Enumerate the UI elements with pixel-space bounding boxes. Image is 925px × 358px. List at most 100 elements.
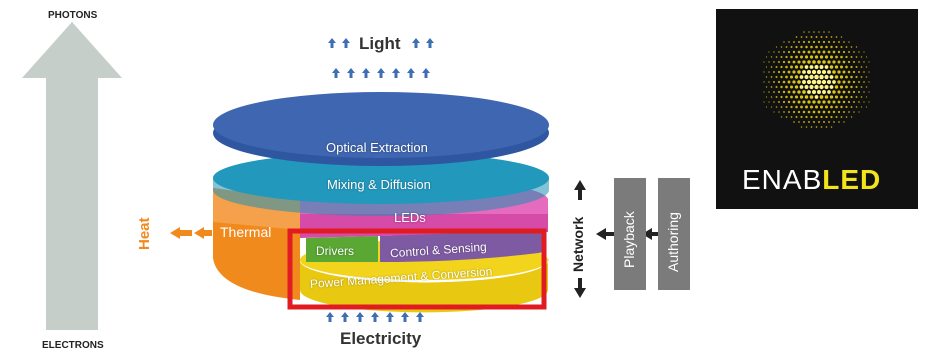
- photons-label: PHOTONS: [48, 10, 98, 21]
- logo-dot: [799, 75, 804, 79]
- logo-dot: [790, 105, 793, 109]
- logo-dot: [853, 101, 855, 103]
- logo-dot: [795, 36, 798, 38]
- logo-dot: [863, 91, 865, 93]
- mixing-shadow: [213, 152, 549, 216]
- logo-dot: [830, 36, 833, 38]
- logo-dot: [806, 79, 812, 85]
- logo-dot: [814, 74, 819, 80]
- logo-dot: [804, 74, 809, 80]
- logo-dot: [768, 81, 770, 83]
- logo-dot: [820, 115, 823, 119]
- logo-dot: [852, 70, 856, 74]
- logo-dot: [845, 116, 848, 118]
- drivers-label: Drivers: [316, 244, 354, 258]
- logo-dot: [824, 65, 829, 69]
- logo-dot: [835, 55, 838, 59]
- logo-dot: [857, 80, 861, 84]
- logo-dot: [858, 71, 860, 73]
- logo-dot: [805, 115, 808, 119]
- logo-dot: [810, 115, 813, 119]
- logo-dot: [787, 70, 791, 74]
- logo-dot: [840, 95, 843, 99]
- logo-dot: [800, 105, 803, 109]
- logo-dot: [805, 45, 808, 49]
- up-arrow: [392, 68, 400, 78]
- logo-dot: [765, 56, 768, 58]
- logo-dot: [815, 45, 818, 49]
- up-arrow: [412, 38, 420, 48]
- logo-dot: [777, 70, 781, 74]
- logo-dot: [794, 85, 799, 89]
- logo-dot: [855, 106, 858, 108]
- logo-dot: [794, 75, 799, 79]
- logo-dot: [814, 105, 819, 109]
- logo-dot: [790, 65, 793, 69]
- logo-dot: [848, 41, 850, 43]
- logo-dot: [820, 105, 823, 109]
- logo-dot: [768, 51, 770, 53]
- logo-dot: [809, 55, 814, 59]
- logo-dot: [802, 110, 806, 114]
- logo-dot: [845, 95, 848, 99]
- logo-dot: [809, 74, 814, 80]
- logo-dot: [807, 40, 811, 44]
- logo-dot: [763, 101, 765, 103]
- logo-dot: [860, 76, 863, 78]
- logo-dot: [802, 50, 806, 54]
- logo-dot: [850, 46, 853, 48]
- logo-dot: [845, 105, 848, 109]
- logo-dot: [835, 115, 838, 119]
- logo-dot: [827, 90, 831, 94]
- logo-dot: [809, 65, 814, 69]
- logo-dot: [822, 90, 826, 94]
- logo-dot: [810, 45, 813, 49]
- logo-dot: [855, 56, 858, 58]
- logo-dot: [853, 51, 855, 53]
- logo-dot: [763, 81, 765, 83]
- logo-dot: [860, 106, 863, 108]
- logo-dot: [780, 56, 783, 58]
- logo-dot: [788, 111, 790, 113]
- logo-dot: [798, 121, 800, 123]
- mixing-diffusion-label: Mixing & Diffusion: [327, 177, 431, 192]
- logo-dot: [819, 65, 824, 69]
- logo-dot: [770, 96, 773, 98]
- logo-dot: [800, 45, 803, 49]
- up-arrow: [371, 312, 379, 322]
- logo-dot: [797, 110, 801, 114]
- logo-dot: [840, 36, 843, 38]
- logo-dot: [819, 84, 824, 90]
- logo-dot: [850, 75, 853, 79]
- logo-dot: [839, 75, 844, 79]
- logo-dot: [825, 36, 828, 38]
- logo-dot: [783, 41, 785, 43]
- logo-dot: [842, 90, 846, 94]
- logo-dot: [812, 120, 816, 124]
- logo-dot: [797, 80, 801, 84]
- logo-dot: [840, 65, 843, 69]
- logo-dot: [827, 40, 831, 44]
- logo-dot: [837, 60, 841, 64]
- logo-dot: [811, 69, 817, 75]
- logo-dot: [812, 100, 816, 104]
- logo-dot: [792, 110, 796, 114]
- logo-dot: [850, 55, 853, 59]
- logo-dot: [807, 50, 811, 54]
- logo-dot: [814, 95, 819, 99]
- logo-dot: [811, 79, 817, 85]
- leds-label: LEDs: [394, 210, 426, 225]
- logo-dot: [768, 61, 770, 63]
- logo-dot: [832, 40, 836, 44]
- logo-dot: [817, 50, 821, 54]
- logo-dot: [830, 126, 833, 128]
- logo-dot: [775, 96, 778, 98]
- logo-dot: [863, 81, 865, 83]
- logo-dot: [822, 60, 826, 64]
- up-arrow: [362, 68, 370, 78]
- playback-label: Playback: [621, 211, 637, 268]
- logo-dot: [805, 126, 808, 128]
- logo-dot: [835, 36, 838, 38]
- logo-dot: [845, 85, 848, 89]
- up-arrow: [386, 312, 394, 322]
